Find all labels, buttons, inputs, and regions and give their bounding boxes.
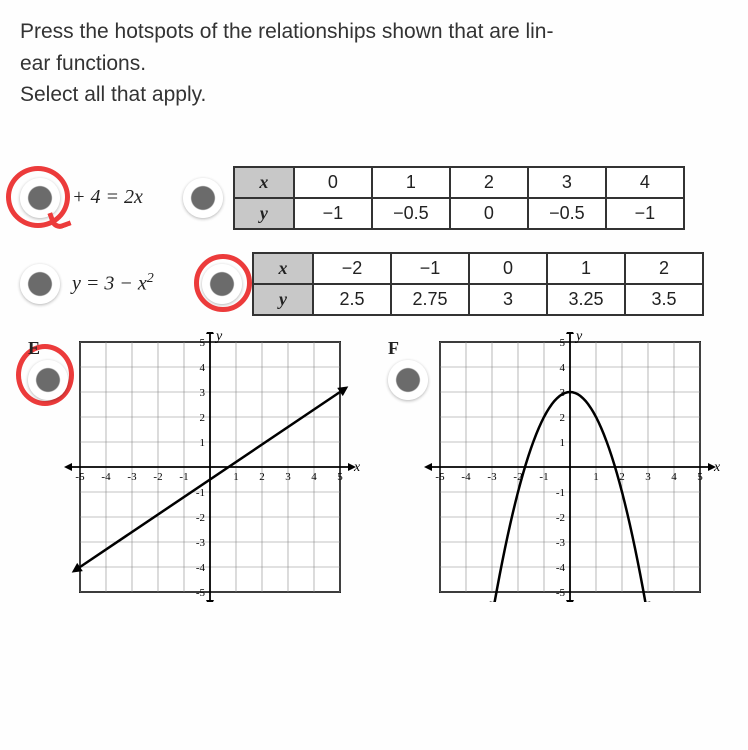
svg-text:-5: -5 bbox=[435, 471, 445, 483]
graph-f: -5-4-3-2-112345-5-4-3-2-112345xy bbox=[380, 332, 720, 602]
svg-text:1: 1 bbox=[233, 471, 239, 483]
svg-text:-3: -3 bbox=[556, 537, 566, 549]
svg-text:-2: -2 bbox=[196, 512, 205, 524]
hotspot-d[interactable] bbox=[202, 264, 242, 304]
svg-text:1: 1 bbox=[560, 437, 566, 449]
svg-text:x: x bbox=[713, 460, 720, 475]
svg-text:-4: -4 bbox=[101, 471, 111, 483]
graph-f-label: F bbox=[388, 338, 399, 359]
svg-text:5: 5 bbox=[697, 471, 703, 483]
svg-text:-2: -2 bbox=[153, 471, 162, 483]
svg-text:3: 3 bbox=[645, 471, 651, 483]
svg-text:-4: -4 bbox=[556, 562, 566, 574]
table-d: x −2 −1 0 1 2 y 2.5 2.75 3 3.25 3.5 bbox=[252, 252, 704, 316]
svg-text:4: 4 bbox=[311, 471, 317, 483]
hotspot-b[interactable] bbox=[183, 178, 223, 218]
svg-text:3: 3 bbox=[285, 471, 291, 483]
equation-a: + 4 = 2x bbox=[72, 186, 143, 209]
svg-text:2: 2 bbox=[200, 412, 206, 424]
svg-text:-2: -2 bbox=[556, 512, 565, 524]
svg-text:3: 3 bbox=[200, 387, 206, 399]
svg-text:-3: -3 bbox=[196, 537, 206, 549]
hotspot-a[interactable] bbox=[20, 178, 60, 218]
graph-e-container: E -5-4-3-2-112345-5-4-3-2-112345xy bbox=[20, 332, 360, 602]
hotspot-f[interactable] bbox=[388, 360, 428, 400]
svg-text:5: 5 bbox=[200, 337, 206, 349]
svg-text:2: 2 bbox=[560, 412, 566, 424]
hotspot-e[interactable] bbox=[28, 360, 68, 400]
svg-text:4: 4 bbox=[671, 471, 677, 483]
graph-f-container: F -5-4-3-2-112345-5-4-3-2-112345xy bbox=[380, 332, 720, 602]
graph-e: -5-4-3-2-112345-5-4-3-2-112345xy bbox=[20, 332, 360, 602]
svg-text:-4: -4 bbox=[196, 562, 206, 574]
svg-text:-5: -5 bbox=[75, 471, 85, 483]
svg-text:1: 1 bbox=[200, 437, 206, 449]
svg-text:4: 4 bbox=[200, 362, 206, 374]
svg-text:-5: -5 bbox=[556, 587, 566, 599]
svg-text:y: y bbox=[574, 332, 583, 344]
svg-text:-3: -3 bbox=[127, 471, 137, 483]
svg-text:1: 1 bbox=[593, 471, 599, 483]
svg-text:5: 5 bbox=[560, 337, 566, 349]
svg-text:x: x bbox=[353, 460, 360, 475]
svg-text:-3: -3 bbox=[487, 471, 497, 483]
svg-text:-1: -1 bbox=[539, 471, 548, 483]
svg-text:-1: -1 bbox=[556, 487, 565, 499]
svg-text:-5: -5 bbox=[196, 587, 206, 599]
question-text: Press the hotspots of the relationships … bbox=[20, 16, 728, 111]
hotspot-c[interactable] bbox=[20, 264, 60, 304]
svg-text:-1: -1 bbox=[179, 471, 188, 483]
table-b: x 0 1 2 3 4 y −1 −0.5 0 −0.5 −1 bbox=[233, 166, 685, 230]
svg-text:4: 4 bbox=[560, 362, 566, 374]
graph-e-label: E bbox=[28, 338, 40, 359]
svg-text:5: 5 bbox=[337, 471, 343, 483]
equation-c: y = 3 − x2 bbox=[72, 271, 154, 296]
svg-text:y: y bbox=[214, 332, 223, 344]
svg-text:-4: -4 bbox=[461, 471, 471, 483]
svg-text:2: 2 bbox=[259, 471, 265, 483]
